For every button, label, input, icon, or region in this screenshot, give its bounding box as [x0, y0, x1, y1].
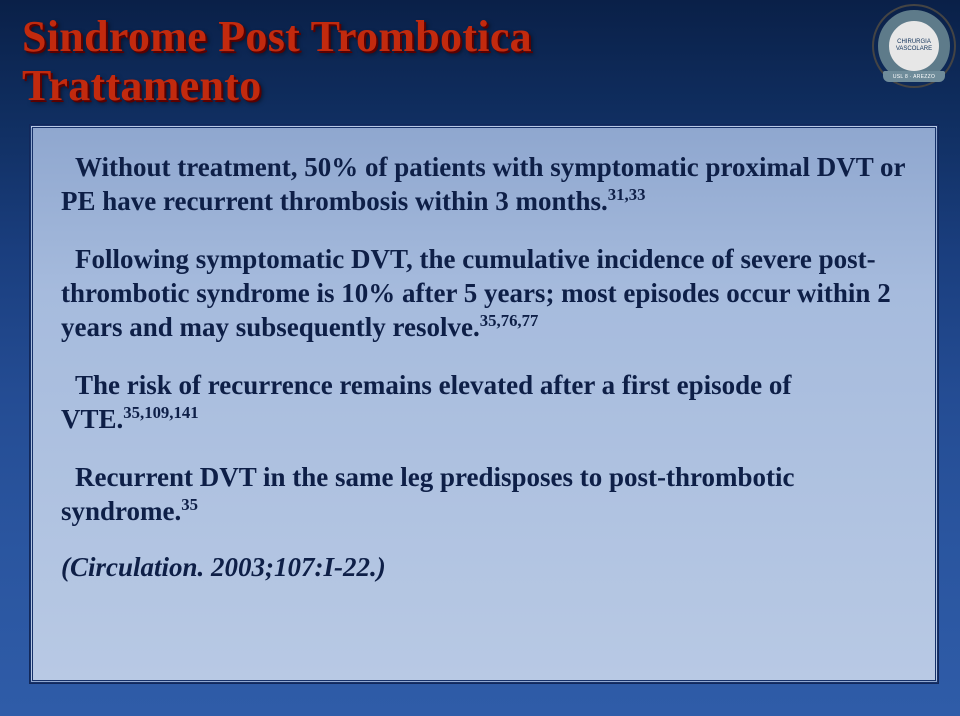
paragraph-4: Recurrent DVT in the same leg predispose…	[61, 460, 911, 528]
title-line-1: Sindrome Post Trombotica	[22, 12, 960, 61]
paragraph-2-text: Following symptomatic DVT, the cumulativ…	[61, 244, 891, 342]
citation: (Circulation. 2003;107:I-22.)	[61, 552, 911, 583]
title-area: Sindrome Post Trombotica Trattamento	[0, 0, 960, 121]
paragraph-4-refs: 35	[181, 495, 198, 514]
paragraph-3-text: The risk of recurrence remains elevated …	[61, 370, 791, 434]
paragraph-1-refs: 31,33	[608, 185, 646, 204]
paragraph-3: The risk of recurrence remains elevated …	[61, 368, 911, 436]
content-panel: Without treatment, 50% of patients with …	[30, 125, 938, 683]
paragraph-2-refs: 35,76,77	[480, 311, 539, 330]
paragraph-1-text: Without treatment, 50% of patients with …	[61, 152, 905, 216]
org-logo: CHIRURGIA VASCOLARE USL 8 · AREZZO	[872, 4, 956, 88]
paragraph-3-refs: 35,109,141	[123, 403, 198, 422]
title-line-2: Trattamento	[22, 61, 960, 110]
paragraph-2: Following symptomatic DVT, the cumulativ…	[61, 242, 911, 344]
paragraph-4-text: Recurrent DVT in the same leg predispose…	[61, 462, 794, 526]
logo-banner: USL 8 · AREZZO	[883, 71, 945, 82]
paragraph-1: Without treatment, 50% of patients with …	[61, 150, 911, 218]
